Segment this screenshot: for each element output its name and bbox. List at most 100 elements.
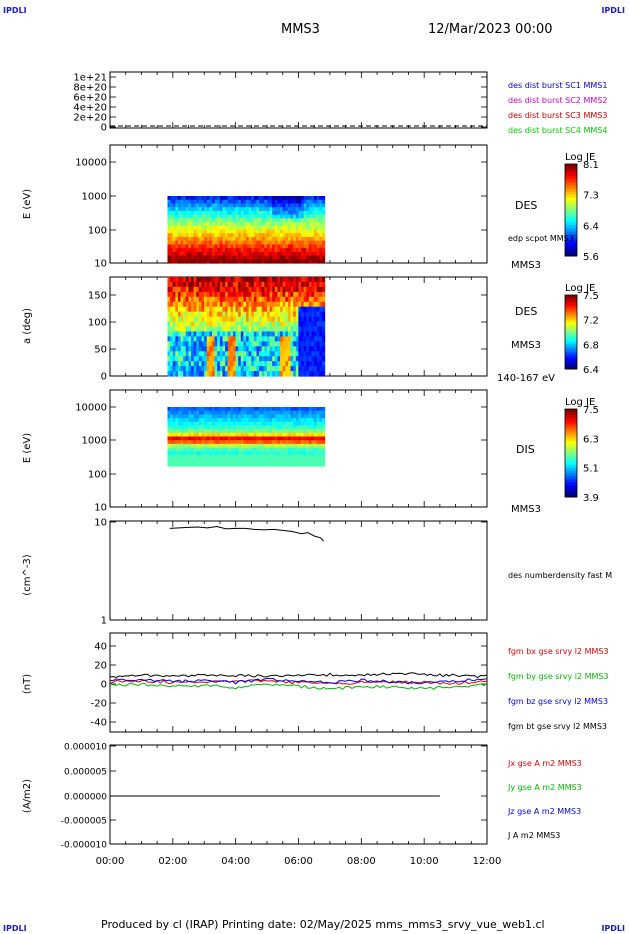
dis-energy-cell <box>185 414 190 419</box>
des-pitch-cell <box>321 281 326 288</box>
des-energy-cell <box>303 225 307 231</box>
dis-energy-cell <box>230 410 234 415</box>
dis-energy-cell <box>266 436 271 441</box>
des-pitch-cell <box>222 371 226 377</box>
des-pitch-cell <box>301 366 305 372</box>
colorbar-2-cell <box>565 225 577 229</box>
dis-energy-cell <box>193 462 197 467</box>
colorbar-4-cell <box>565 476 577 480</box>
des-energy-cell <box>232 214 237 219</box>
des-pitch-cell <box>219 286 224 293</box>
des-pitch-cell <box>177 356 182 362</box>
des-pitch-cell <box>170 296 174 303</box>
dis-energy-cell <box>209 436 213 441</box>
des-pitch-cell <box>319 296 323 303</box>
dis-energy-cell <box>225 418 229 423</box>
des-pitch-cell <box>246 346 250 352</box>
des-pitch-cell <box>185 326 190 333</box>
des-energy-cell <box>256 207 260 212</box>
des-energy-cell <box>217 251 221 257</box>
des-pitch-cell <box>243 331 247 337</box>
des-pitch-cell <box>264 356 268 362</box>
des-energy-cell <box>287 248 292 253</box>
dis-energy-cell <box>227 447 231 452</box>
des-energy-cell <box>177 248 182 253</box>
dis-energy-cell <box>285 443 289 449</box>
dis-energy-cell <box>170 418 174 423</box>
des-energy-cell <box>306 236 310 242</box>
des-energy-cell <box>321 236 326 242</box>
des-pitch-cell <box>274 301 279 308</box>
des-energy-cell <box>219 218 224 223</box>
dis-energy-cell <box>204 451 208 456</box>
dis-energy-cell <box>204 414 208 419</box>
dis-energy-cell <box>196 462 200 467</box>
des-pitch-cell <box>177 366 182 372</box>
des-pitch-cell <box>232 331 237 337</box>
des-pitch-cell <box>185 351 190 357</box>
des-energy-cell <box>196 255 200 260</box>
des-pitch-cell <box>256 321 260 328</box>
des-pitch-cell <box>293 336 297 342</box>
dis-energy-cell <box>232 447 237 452</box>
des-energy-cell <box>274 229 279 234</box>
des-pitch-cell <box>222 356 226 362</box>
des-pitch-cell <box>251 286 255 293</box>
des-energy-cell <box>193 203 197 208</box>
dis-energy-cell <box>282 432 286 438</box>
dis-energy-cell <box>259 447 263 452</box>
des-energy-cell <box>282 199 286 205</box>
dis-energy-cell <box>235 407 239 412</box>
dis-energy-cell <box>217 407 221 412</box>
dis-energy-cell <box>303 432 307 438</box>
dis-energy-cell <box>204 421 208 427</box>
des-pitch-cell <box>319 351 323 357</box>
dis-energy-cell <box>217 432 221 438</box>
des-pitch-cell <box>227 286 231 293</box>
des-pitch-cell <box>295 326 299 333</box>
des-pitch-cell <box>282 316 286 323</box>
des-pitch-cell <box>227 361 231 367</box>
dis-energy-cell <box>225 462 229 467</box>
des-energy-cell <box>201 222 205 227</box>
des-energy-cell <box>227 222 231 227</box>
des-pitch-cell <box>295 281 299 288</box>
des-energy-cell <box>167 225 171 231</box>
des-energy-cell <box>175 207 179 212</box>
des-energy-cell <box>277 203 281 208</box>
dis-energy-cell <box>240 458 245 463</box>
des-pitch-cell <box>264 291 268 298</box>
dis-energy-cell <box>290 432 294 438</box>
dis-energy-cell <box>248 436 252 441</box>
dis-energy-cell <box>319 407 323 412</box>
des-energy-cell <box>246 259 250 264</box>
des-pitch-cell <box>308 286 313 293</box>
des-pitch-cell <box>167 351 171 357</box>
panel-7-legend-item: J A m2 MMS3 <box>507 831 560 840</box>
dis-energy-cell <box>193 410 197 415</box>
des-pitch-cell <box>256 311 260 318</box>
des-energy-cell <box>306 214 310 219</box>
des-pitch-cell <box>198 286 203 293</box>
dis-energy-cell <box>193 414 197 419</box>
des-pitch-cell <box>308 291 313 298</box>
des-energy-cell <box>321 222 326 227</box>
dis-energy-cell <box>264 443 268 449</box>
des-energy-cell <box>211 248 216 253</box>
des-pitch-cell <box>321 346 326 352</box>
des-pitch-cell <box>183 286 187 293</box>
des-energy-cell <box>251 244 255 249</box>
dis-energy-cell <box>243 414 247 419</box>
dis-energy-cell <box>266 447 271 452</box>
des-energy-cell <box>272 218 276 223</box>
des-pitch-cell <box>183 361 187 367</box>
dis-energy-cell <box>225 454 229 460</box>
dis-energy-cell <box>282 454 286 460</box>
dis-energy-cell <box>306 421 310 427</box>
des-pitch-cell <box>293 321 297 328</box>
des-pitch-cell <box>248 311 252 318</box>
des-energy-cell <box>222 233 226 238</box>
dis-energy-cell <box>261 447 265 452</box>
dis-energy-cell <box>170 421 174 427</box>
des-pitch-cell <box>316 306 320 313</box>
